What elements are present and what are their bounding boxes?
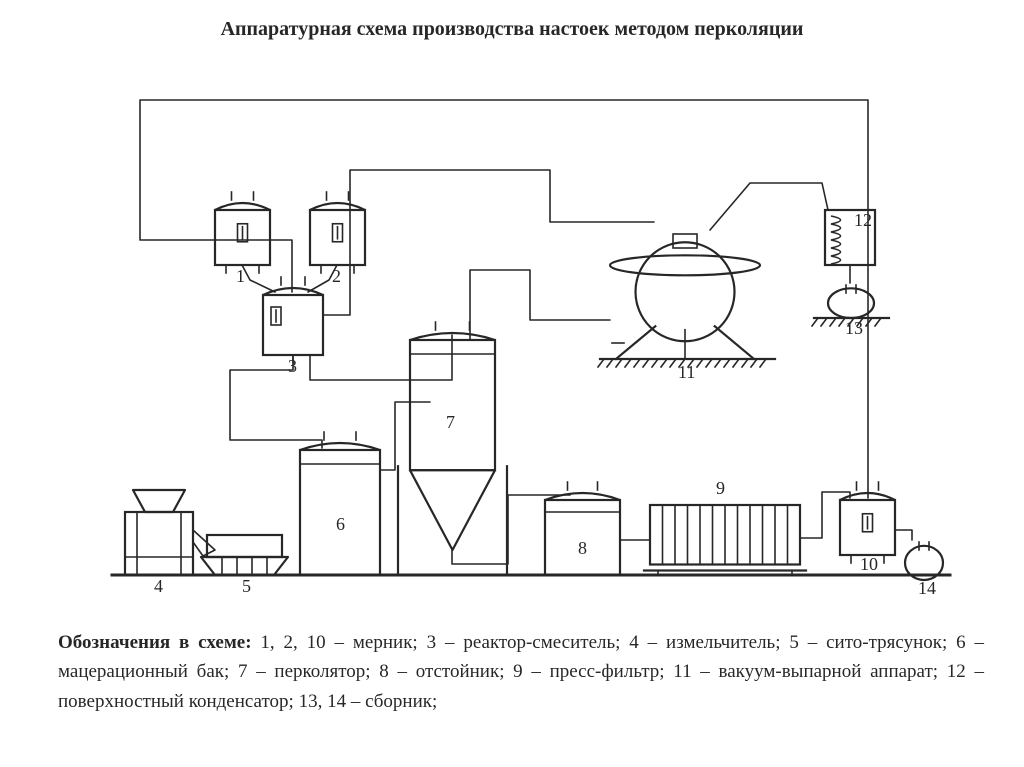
- svg-text:1: 1: [236, 266, 245, 286]
- svg-text:8: 8: [578, 538, 587, 558]
- diagram: 1234567891011121314: [50, 70, 970, 615]
- legend: Обозначения в схеме: 1, 2, 10 – мерник; …: [58, 628, 984, 716]
- svg-text:10: 10: [860, 554, 878, 574]
- svg-text:6: 6: [336, 514, 345, 534]
- svg-text:4: 4: [154, 576, 163, 596]
- page-title: Аппаратурная схема производства настоек …: [0, 18, 1024, 41]
- svg-text:14: 14: [918, 578, 936, 598]
- svg-text:7: 7: [446, 412, 455, 432]
- svg-text:9: 9: [716, 478, 725, 498]
- svg-text:13: 13: [845, 318, 863, 338]
- svg-text:5: 5: [242, 576, 251, 596]
- svg-text:3: 3: [288, 356, 297, 376]
- svg-text:12: 12: [854, 210, 872, 230]
- svg-text:2: 2: [332, 266, 341, 286]
- legend-header: Обозначения в схеме:: [58, 632, 252, 653]
- svg-text:11: 11: [678, 362, 695, 382]
